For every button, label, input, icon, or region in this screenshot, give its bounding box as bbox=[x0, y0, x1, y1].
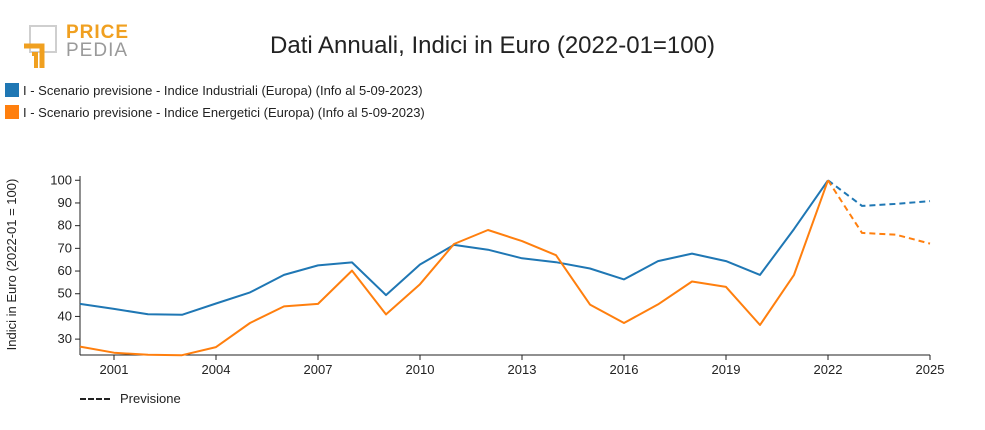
legend-swatch-energetici bbox=[5, 105, 19, 119]
y-tick-label: 40 bbox=[58, 308, 72, 323]
forecast-legend: Previsione bbox=[80, 391, 181, 406]
legend-item-industriali[interactable]: I - Scenario previsione - Indice Industr… bbox=[5, 79, 425, 101]
y-tick-label: 80 bbox=[58, 218, 72, 233]
chart-title: Dati Annuali, Indici in Euro (2022-01=10… bbox=[270, 32, 715, 59]
legend-swatch-industriali bbox=[5, 83, 19, 97]
forecast-legend-label: Previsione bbox=[120, 391, 181, 406]
logo-mark-icon bbox=[24, 25, 57, 68]
y-tick-label: 70 bbox=[58, 240, 72, 255]
series-line-0 bbox=[79, 179, 829, 316]
x-tick-label: 2019 bbox=[712, 362, 741, 377]
x-tick-label: 2001 bbox=[100, 362, 129, 377]
x-tick-label: 2007 bbox=[304, 362, 333, 377]
logo-word-top: PRICE bbox=[66, 22, 130, 43]
x-tick-label: 2022 bbox=[814, 362, 843, 377]
series-forecast-line-0 bbox=[827, 179, 931, 207]
y-tick-label: 30 bbox=[58, 331, 72, 346]
x-tick-label: 2016 bbox=[610, 362, 639, 377]
series-forecast-line-1 bbox=[827, 179, 931, 245]
legend-item-energetici[interactable]: I - Scenario previsione - Indice Energet… bbox=[5, 101, 425, 123]
y-axis-label: Indici in Euro (2022-01 = 100) bbox=[4, 179, 19, 351]
logo-wordmark: PRICE PEDIA bbox=[66, 22, 130, 61]
logo-word-bottom: PEDIA bbox=[66, 40, 129, 61]
y-tick-label: 60 bbox=[58, 263, 72, 278]
y-tick-label: 50 bbox=[58, 286, 72, 301]
x-tick-label: 2004 bbox=[202, 362, 231, 377]
series-legend: I - Scenario previsione - Indice Industr… bbox=[5, 79, 425, 123]
legend-label-energetici: I - Scenario previsione - Indice Energet… bbox=[23, 104, 425, 120]
legend-label-industriali: I - Scenario previsione - Indice Industr… bbox=[23, 82, 423, 98]
x-tick-label: 2013 bbox=[508, 362, 537, 377]
series-line-1 bbox=[79, 179, 829, 357]
pricepedia-logo: PRICE PEDIA bbox=[18, 22, 130, 74]
y-tick-label: 90 bbox=[58, 195, 72, 210]
y-tick-label: 100 bbox=[50, 172, 72, 187]
forecast-dash-sample bbox=[80, 397, 110, 400]
x-tick-label: 2010 bbox=[406, 362, 435, 377]
x-tick-label: 2025 bbox=[916, 362, 945, 377]
